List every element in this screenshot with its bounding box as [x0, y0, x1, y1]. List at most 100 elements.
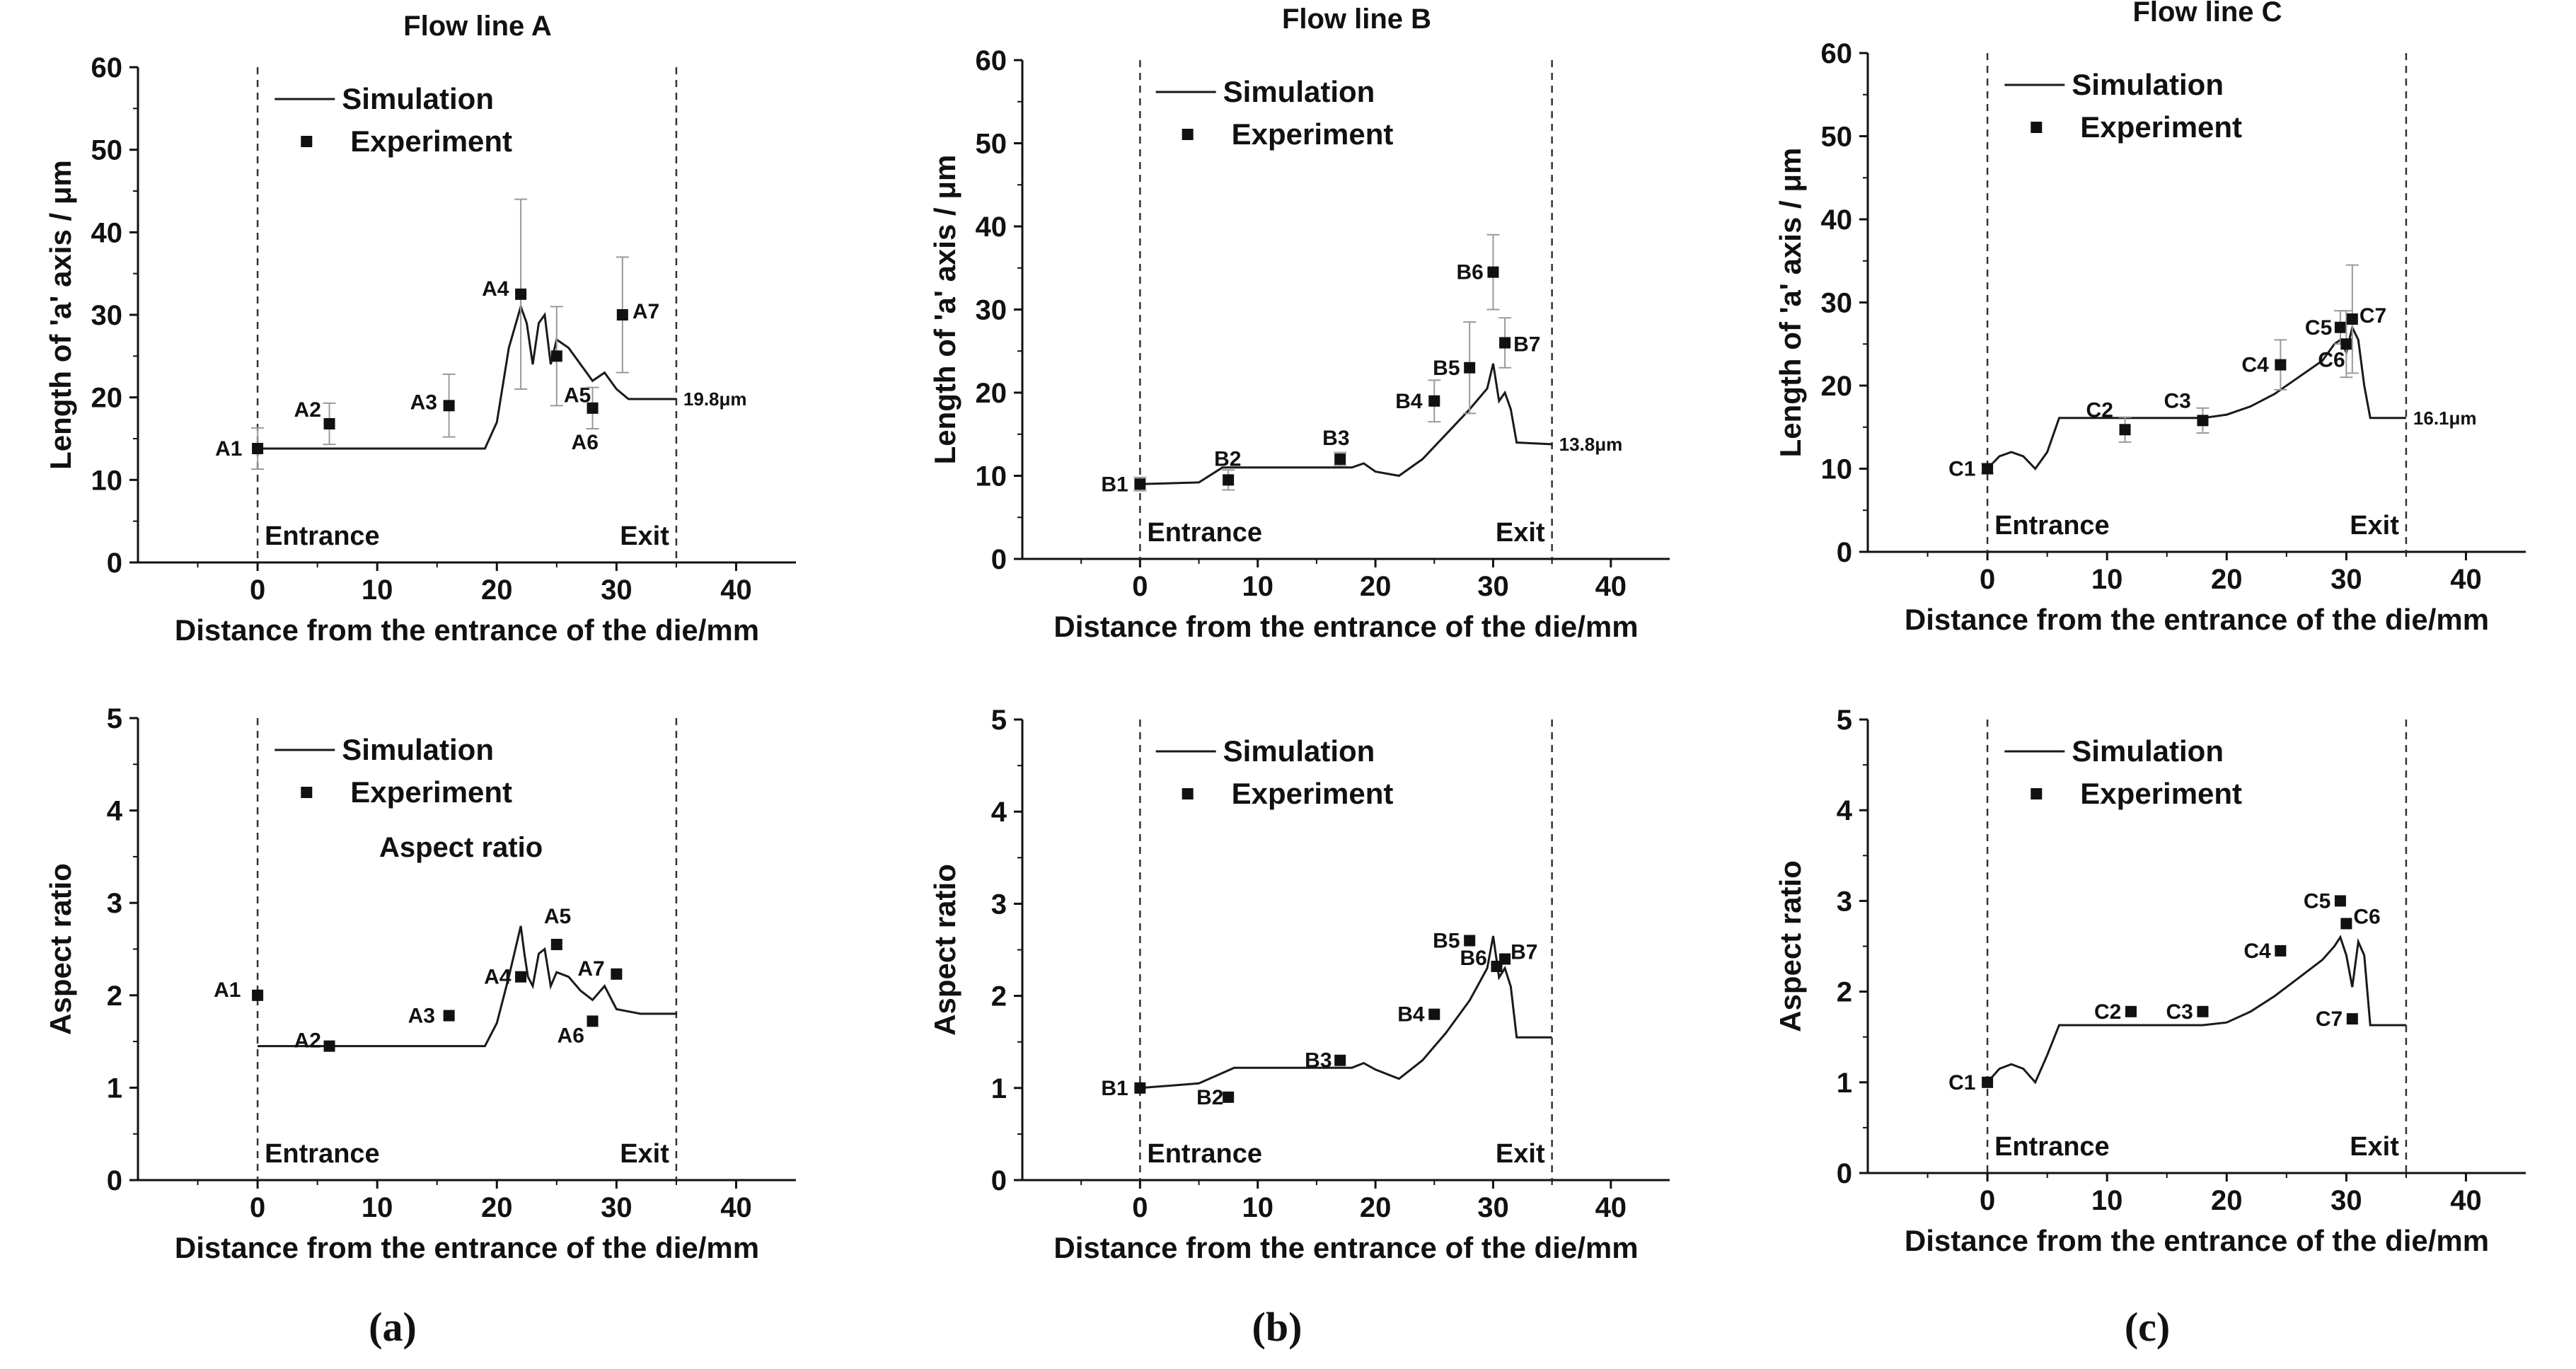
x-tick-label: 0: [1980, 564, 1995, 595]
x-tick-label: 30: [601, 574, 633, 606]
y-tick-label: 40: [976, 212, 1007, 243]
point-label: B2: [1196, 1086, 1223, 1109]
simulation-line: [1986, 935, 2406, 1085]
simulation-line: [258, 303, 676, 450]
legend-experiment-label: Experiment: [350, 775, 512, 809]
legend-simulation-label: Simulation: [342, 733, 494, 766]
entrance-label: Entrance: [265, 521, 380, 551]
experiment-point-a1: [252, 989, 264, 1001]
panel-a-top: 0 10 20 30 40 50 60 0 10 20 30 40 Distance from the …: [44, 11, 796, 647]
legend-experiment-label: Experiment: [2080, 777, 2242, 810]
exit-label: Exit: [620, 1139, 669, 1169]
point-label: C4: [2243, 940, 2271, 963]
point-label: C7: [2316, 1007, 2343, 1031]
y-tick-label: 4: [107, 796, 123, 827]
panel-a-bottom: 0 1 2 3 4 5 0 10 20 30 40 Distance from the entranc…: [44, 703, 796, 1264]
x-tick-label: 20: [481, 1192, 513, 1223]
experiment-point-a1: [252, 443, 264, 454]
simulation-line: [1987, 324, 2406, 470]
x-tick-label: 10: [2091, 1185, 2123, 1216]
experiment-point-a3: [443, 400, 455, 412]
point-label: C6: [2353, 905, 2380, 928]
point-label: A1: [215, 437, 242, 461]
x-axis-label: Distance from the entrance of the die/mm: [1053, 610, 1638, 643]
experiment-point-c3: [2197, 415, 2209, 427]
y-tick-label: 1: [1837, 1068, 1852, 1099]
exit-label: Exit: [2350, 1132, 2399, 1162]
x-tick-label: 30: [2330, 564, 2362, 595]
y-tick-label: 10: [976, 461, 1007, 492]
experiment-point-a6: [587, 1015, 599, 1027]
entrance-label: Entrance: [1147, 1139, 1262, 1169]
point-label: A2: [294, 1029, 321, 1053]
y-tick-label: 60: [976, 45, 1007, 76]
experiment-point-b7: [1499, 953, 1511, 965]
x-axis-label: Distance from the entrance of the die/mm: [175, 613, 759, 647]
y-axis-label: Length of 'a' axis / μm: [928, 155, 961, 465]
point-label: A4: [482, 277, 509, 301]
experiment-point-c4: [2275, 945, 2287, 957]
legend-simulation-label: Simulation: [1223, 734, 1375, 768]
entrance-label: Entrance: [1147, 518, 1262, 548]
point-label: A3: [410, 391, 437, 414]
point-label: C5: [2305, 316, 2332, 340]
experiment-point-a3: [443, 1010, 455, 1022]
point-label: B5: [1433, 357, 1460, 380]
x-tick-label: 30: [1477, 1192, 1509, 1223]
y-tick-label: 30: [976, 295, 1007, 326]
point-label: B1: [1101, 1077, 1128, 1100]
point-label: B5: [1433, 929, 1460, 952]
y-tick-label: 0: [991, 544, 1007, 575]
legend-experiment-label: Experiment: [1232, 777, 1394, 810]
experiment-point-c1: [1982, 1076, 1994, 1088]
y-tick-label: 5: [991, 705, 1007, 736]
panel-b-bottom: 0 1 2 3 4 5 0 10 20 30 40 Distance from the entranc…: [928, 705, 1670, 1264]
y-tick-label: 5: [107, 703, 122, 734]
legend-simulation-label: Simulation: [342, 82, 494, 115]
entrance-label: Entrance: [1994, 1132, 2110, 1162]
x-axis-label: Distance from the entrance of the die/mm: [1053, 1231, 1638, 1264]
y-tick-label: 60: [91, 52, 123, 83]
experiment-point-c2: [2125, 1005, 2137, 1017]
y-tick-label: 4: [991, 797, 1007, 828]
y-tick-label: 0: [1837, 1158, 1852, 1189]
x-tick-label: 40: [2450, 1185, 2482, 1216]
point-label: A6: [558, 1024, 584, 1047]
experiment-point-c3: [2197, 1005, 2209, 1017]
x-tick-label: 0: [1132, 1192, 1148, 1223]
x-tick-label: 0: [1132, 571, 1148, 602]
point-label: B4: [1397, 1003, 1425, 1027]
y-tick-label: 4: [1837, 795, 1853, 826]
point-label: C5: [2304, 889, 2330, 913]
legend-simulation-label: Simulation: [1223, 75, 1375, 108]
y-tick-label: 30: [1821, 288, 1853, 319]
experiment-point-c6: [2340, 918, 2352, 930]
experiment-point-c6: [2340, 338, 2352, 350]
experiment-point-b3: [1334, 1054, 1346, 1066]
point-label: A1: [214, 978, 241, 1002]
legend-experiment-swatch: [2031, 788, 2043, 799]
x-tick-label: 40: [1595, 571, 1627, 602]
x-tick-label: 40: [1595, 1192, 1627, 1223]
end-value-label: 13.8μm: [1559, 434, 1623, 455]
y-tick-label: 5: [1837, 705, 1852, 736]
y-tick-label: 2: [107, 981, 122, 1012]
experiment-point-c5: [2334, 895, 2346, 907]
point-label: C7: [2360, 304, 2386, 328]
legend-experiment-swatch: [1182, 788, 1194, 799]
legend-experiment-label: Experiment: [1232, 117, 1394, 151]
experiment-point-c2: [2119, 424, 2131, 436]
x-tick-label: 40: [720, 574, 752, 606]
point-label: B6: [1460, 947, 1486, 970]
legend-experiment-label: Experiment: [350, 125, 512, 158]
x-tick-label: 0: [250, 574, 265, 606]
caption-b: (b): [1252, 1304, 1303, 1350]
x-tick-label: 20: [481, 574, 513, 606]
point-label: B7: [1513, 333, 1540, 357]
y-axis-label: Length of 'a' axis / μm: [1774, 148, 1807, 458]
x-tick-label: 20: [1360, 1192, 1392, 1223]
y-tick-label: 60: [1821, 38, 1853, 69]
experiment-point-b5: [1464, 935, 1476, 947]
x-tick-label: 30: [601, 1192, 633, 1223]
